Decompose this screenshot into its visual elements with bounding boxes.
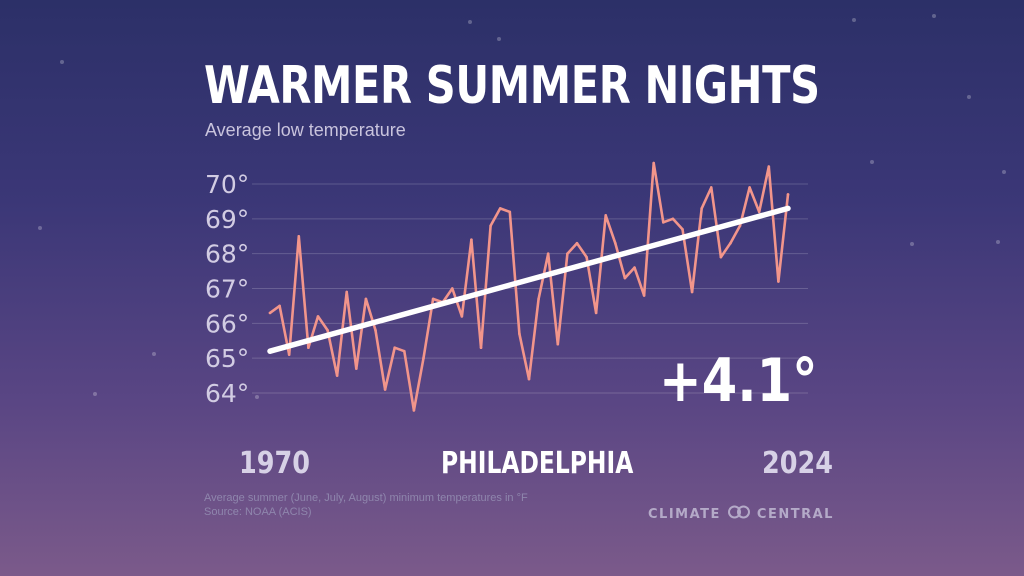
data-point <box>527 377 531 381</box>
data-point <box>671 217 675 221</box>
data-point <box>431 297 435 301</box>
data-point <box>585 255 588 259</box>
data-point <box>307 346 310 350</box>
data-point <box>335 374 339 377</box>
data-point <box>537 297 540 301</box>
data-point <box>287 353 291 356</box>
background-star <box>468 20 472 24</box>
data-point <box>498 207 502 210</box>
temperature-change-annotation: +4.1° <box>659 346 818 416</box>
data-point <box>489 224 492 228</box>
data-point <box>575 241 579 245</box>
y-tick-label: 68° <box>205 240 249 269</box>
data-point <box>642 294 646 297</box>
x-label-end-year: 2024 <box>762 446 833 481</box>
data-point <box>700 207 703 210</box>
data-point <box>690 290 694 294</box>
data-point <box>326 329 329 332</box>
chart-subtitle: Average low temperature <box>205 120 406 140</box>
data-point <box>614 241 617 245</box>
data-point <box>566 252 569 255</box>
y-tick-label: 67° <box>205 275 249 304</box>
logo-rings-icon <box>727 505 751 523</box>
data-point <box>297 234 301 238</box>
data-point <box>719 255 723 259</box>
data-point <box>412 409 416 412</box>
y-tick-label: 69° <box>205 205 249 234</box>
background-star <box>152 352 156 356</box>
data-point <box>633 266 636 269</box>
background-star <box>996 240 1000 244</box>
data-point <box>402 349 406 353</box>
data-point <box>278 304 281 308</box>
data-point <box>709 186 713 189</box>
data-point <box>316 315 320 318</box>
data-point <box>777 280 780 283</box>
data-point <box>738 224 742 228</box>
y-tick-label: 70° <box>205 170 249 199</box>
background-star <box>93 392 97 396</box>
data-point <box>786 193 790 196</box>
data-point <box>604 214 608 217</box>
data-point <box>661 221 665 224</box>
footnote-description: Average summer (June, July, August) mini… <box>204 492 528 504</box>
background-star <box>852 18 856 22</box>
data-point <box>556 342 560 346</box>
background-star <box>1002 170 1006 174</box>
data-point <box>345 290 349 294</box>
background-star <box>932 14 936 18</box>
data-point <box>546 252 550 255</box>
data-point <box>508 210 512 214</box>
data-point <box>594 311 598 315</box>
background-star <box>910 242 914 246</box>
data-point <box>393 346 397 350</box>
data-point <box>364 297 368 301</box>
data-point <box>374 329 377 332</box>
logo-text-right: CENTRAL <box>756 506 834 522</box>
data-point <box>383 388 387 391</box>
background-star <box>60 60 64 64</box>
data-point <box>767 165 771 168</box>
chart-title: WARMER SUMMER NIGHTS <box>204 56 820 116</box>
data-point <box>757 210 761 214</box>
data-point <box>470 238 473 242</box>
data-point <box>518 332 521 336</box>
climate-central-logo: CLIMATE CENTRAL <box>648 504 834 524</box>
data-point <box>681 227 684 231</box>
data-point <box>623 276 627 280</box>
background-star <box>38 226 42 230</box>
x-label-start-year: 1970 <box>239 446 310 481</box>
logo-text-left: CLIMATE <box>648 506 721 522</box>
background-star <box>870 160 874 164</box>
data-point <box>729 241 732 245</box>
y-tick-label: 64° <box>205 379 249 408</box>
data-point <box>450 287 454 290</box>
data-point <box>268 311 272 315</box>
background-star <box>497 37 501 41</box>
data-point <box>355 367 358 370</box>
trend-line <box>267 205 791 354</box>
data-point <box>652 161 656 165</box>
data-point <box>748 186 751 189</box>
data-point <box>460 315 464 318</box>
background-star <box>967 95 971 99</box>
data-point <box>479 346 483 350</box>
background-star <box>255 395 259 399</box>
y-tick-label: 65° <box>205 344 249 373</box>
footnote-source: Source: NOAA (ACIS) <box>204 506 312 518</box>
y-tick-label: 66° <box>205 309 249 338</box>
city-label: PHILADELPHIA <box>441 446 634 481</box>
data-point <box>422 356 425 360</box>
